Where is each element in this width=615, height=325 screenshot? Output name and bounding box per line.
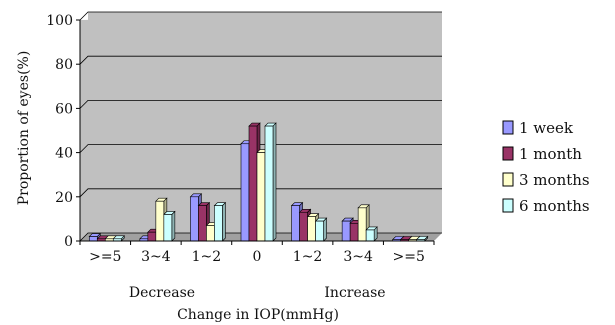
legend-label: 1 month: [519, 145, 582, 163]
bar-front: [190, 196, 199, 242]
legend-label: 1 week: [519, 119, 574, 137]
gridline: [79, 144, 442, 153]
legend-label: 3 months: [519, 171, 590, 189]
legend-swatch: [502, 172, 514, 187]
bar-front: [299, 211, 308, 242]
bar-front: [163, 214, 173, 242]
x-tick-label: >=5: [89, 249, 121, 265]
bar: [213, 201, 227, 242]
bar-front: [307, 216, 316, 242]
x-tick-label: 3~4: [343, 249, 373, 265]
legend-item: 1 week: [502, 119, 574, 137]
bar-front: [341, 220, 351, 242]
y-tick-label: 80: [55, 57, 73, 73]
bar-side: [171, 210, 176, 242]
x-tick-label: 0: [253, 249, 262, 265]
bar: [163, 210, 176, 242]
x-tick-label: 3~4: [141, 249, 171, 265]
legend-item: 1 month: [502, 145, 582, 163]
bar: [365, 226, 378, 242]
bar: [415, 235, 429, 242]
bar-front: [264, 125, 274, 242]
bar: [314, 217, 328, 242]
group-label-increase: Increase: [324, 285, 385, 301]
bar-front: [240, 143, 250, 242]
y-tick-label: 20: [55, 190, 73, 206]
bar-front: [256, 152, 266, 242]
bar-front: [198, 205, 207, 242]
bar-side: [222, 201, 226, 242]
y-tick-label: 0: [64, 234, 73, 250]
x-tick-label: >=5: [393, 249, 425, 265]
bar-front: [291, 205, 300, 242]
gridline: [79, 188, 442, 198]
bar-side: [323, 217, 327, 242]
y-tick-label: 40: [55, 146, 73, 162]
bar-front: [214, 205, 223, 242]
legend: 1 week 1 month 3 months 6 months: [502, 119, 590, 215]
legend-swatch: [502, 146, 514, 161]
bar-side: [272, 122, 277, 242]
gridline: [79, 11, 442, 21]
x-tick-label: 1~2: [293, 249, 323, 265]
y-tick-label: 100: [46, 13, 73, 29]
bar-front: [357, 207, 367, 242]
group-label-decrease: Decrease: [129, 285, 195, 301]
bar-front: [206, 225, 215, 242]
bar-front: [349, 223, 359, 242]
bar-front: [365, 229, 375, 242]
y-axis-label: Proportion of eyes(%): [16, 51, 32, 206]
gridline: [79, 100, 442, 109]
y-tick-label: 60: [55, 101, 73, 117]
bar-front: [88, 236, 98, 242]
legend-item: 6 months: [502, 197, 590, 215]
ticks-layer: 0 20 40 60 80 100 >=5 3~4 1~2 0 1~2 3~4 >=5: [46, 13, 435, 265]
bar: [112, 235, 126, 242]
bar: [264, 122, 277, 242]
bar-front: [315, 220, 324, 242]
bar-front: [147, 231, 157, 242]
gridline: [79, 55, 442, 65]
legend-label: 6 months: [519, 197, 590, 215]
legend-item: 3 months: [502, 171, 590, 189]
x-axis-label: Change in IOP(mmHg): [177, 307, 339, 323]
legend-swatch: [502, 198, 514, 213]
legend-swatch: [502, 120, 514, 135]
bar-front: [155, 200, 165, 242]
x-tick-label: 1~2: [192, 249, 222, 265]
bars-layer: [88, 122, 429, 242]
bar-front: [248, 125, 258, 242]
